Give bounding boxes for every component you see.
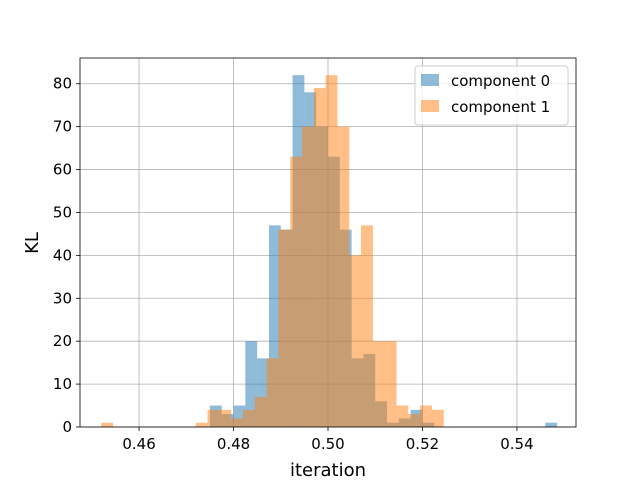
bar-component-1 [408,414,421,427]
legend-label-component-0: component 0 [451,72,550,90]
y-axis-label: KL [22,232,43,254]
legend-label-component-1: component 1 [451,98,550,116]
y-tick-label: 20 [53,332,72,350]
x-tick-label: 0.54 [500,435,533,453]
x-tick-label: 0.50 [311,435,344,453]
bars [101,75,558,428]
bar-component-1 [384,341,397,427]
bar-component-1 [325,75,338,428]
bar-component-1 [302,126,314,428]
legend-swatch-component-0 [421,74,439,86]
y-axis-ticks: 0 10 20 30 40 50 60 70 80 [53,75,80,436]
bar-component-1 [431,409,444,427]
bar-component-1 [420,405,432,427]
x-axis-label: iteration [290,460,366,480]
bar-component-1 [313,88,326,427]
x-tick-label: 0.52 [406,435,439,453]
y-tick-label: 60 [53,161,72,179]
bar-component-1 [372,341,385,427]
bar-component-0 [545,422,558,427]
bar-component-1 [361,225,373,427]
bar-component-1 [195,422,208,427]
bar-component-0 [268,225,281,427]
y-tick-label: 80 [53,75,72,93]
bar-component-0 [245,341,258,427]
x-tick-label: 0.48 [217,435,250,453]
y-tick-label: 0 [62,418,72,436]
x-tick-label: 0.46 [122,435,155,453]
bar-component-1 [396,405,409,427]
bar-component-0 [257,358,269,427]
y-tick-label: 10 [53,375,72,393]
bar-component-1 [207,409,220,427]
bar-component-1 [278,229,291,427]
legend-swatch-component-1 [421,100,439,112]
y-tick-label: 70 [53,118,72,136]
legend-box [414,65,569,126]
bar-component-1 [266,358,279,427]
bar-component-1 [254,396,267,427]
bar-component-0 [233,405,246,427]
bar-component-1 [290,156,303,428]
bar-component-1 [101,422,114,427]
y-tick-label: 30 [53,289,72,307]
y-tick-label: 40 [53,246,72,264]
bar-component-1 [219,409,232,427]
bar-component-1 [242,409,255,427]
x-axis-ticks: 0.46 0.48 0.50 0.52 0.54 [122,427,534,453]
bar-component-1 [231,418,243,427]
bar-component-1 [349,255,362,427]
legend: component 0 component 1 [414,65,569,126]
y-tick-label: 50 [53,203,72,221]
bar-component-1 [337,126,350,428]
